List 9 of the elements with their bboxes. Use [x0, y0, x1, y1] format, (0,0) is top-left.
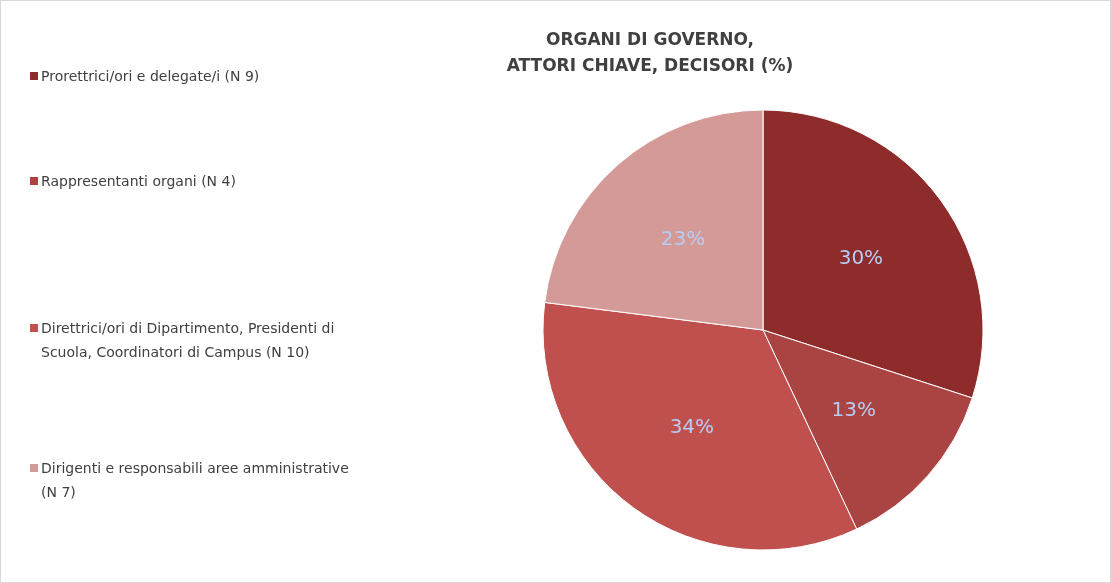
legend-label: Direttrici/ori di Dipartimento, Presidenti di Scuola, Coordinatori di Campus (N 10): [41, 320, 335, 360]
data-label: 23%: [660, 225, 706, 250]
chart-title: ORGANI DI GOVERNO, ATTORI CHIAVE, DECISORI (%): [506, 29, 794, 75]
data-label: 30%: [838, 245, 884, 270]
data-label: 13%: [831, 396, 876, 421]
legend-label: Prorettrici/ori e delegate/i (N 9): [41, 68, 260, 84]
legend-label: Rappresentanti organi (N 4): [41, 173, 236, 189]
legend-label: Dirigenti e responsabili aree amministrative (N 7): [41, 460, 349, 500]
data-label: 34%: [669, 414, 715, 439]
